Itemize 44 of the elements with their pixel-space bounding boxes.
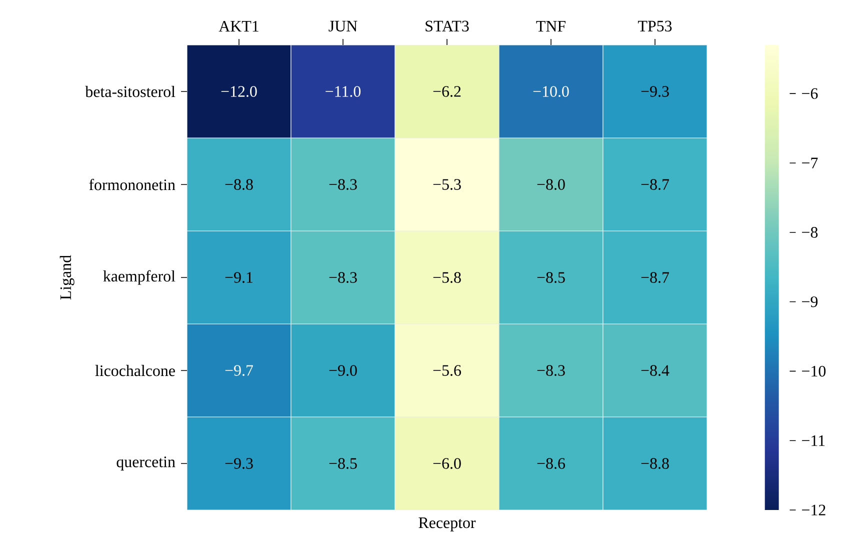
x-tick-label: STAT3 (426, 20, 469, 32)
color-bar-label: −9 (802, 296, 818, 308)
data-label: −9.0 (329, 365, 357, 376)
data-label: −11.0 (326, 86, 361, 97)
y-axis-title: Ligand (60, 255, 74, 300)
data-label: −8.8 (225, 179, 253, 190)
color-bar-label: −11 (802, 435, 825, 446)
y-tick-label: licochalcone (95, 364, 175, 376)
data-label: −6.0 (433, 458, 461, 469)
data-label: −8.7 (641, 272, 670, 283)
color-bar-label: −10 (802, 366, 826, 377)
data-label: −6.2 (433, 86, 461, 97)
data-label: −8.3 (537, 365, 565, 376)
color-bar-label: −8 (802, 227, 818, 238)
data-label: −5.6 (433, 365, 461, 376)
data-label: −8.3 (329, 272, 357, 283)
x-tick-label: AKT1 (218, 20, 258, 32)
y-tick-label: kaempferol (103, 270, 176, 285)
y-tick-label: quercetin (116, 456, 176, 470)
x-axis-title: Receptor (418, 518, 476, 532)
data-label: −8.7 (641, 179, 670, 190)
data-label: −8.8 (641, 458, 669, 469)
data-label: −10.0 (533, 86, 569, 97)
x-tick-label: TNF (536, 21, 566, 32)
data-label: −8.5 (329, 458, 357, 469)
data-label: −9.1 (225, 272, 253, 283)
data-label: −9.3 (641, 86, 669, 97)
color-bar-label: −6 (802, 88, 818, 99)
x-tick-label: JUN (328, 20, 358, 32)
x-tick-label: TP53 (638, 20, 672, 32)
data-label: −9.3 (225, 458, 253, 469)
data-label: −8.4 (641, 365, 670, 376)
data-label: −8.0 (537, 179, 565, 190)
data-label: −8.3 (329, 179, 357, 190)
y-tick-label: formononetin (89, 178, 176, 190)
color-bar-label: −7 (802, 158, 818, 168)
color-bar-label: −12 (802, 504, 826, 516)
data-label: −8.5 (537, 272, 565, 283)
data-label: −5.8 (433, 272, 461, 283)
data-label: −8.6 (537, 458, 565, 469)
y-tick-label: beta-sitosterol (85, 86, 176, 98)
data-label: −12.0 (221, 86, 257, 97)
data-label: −9.7 (225, 365, 254, 376)
data-label: −5.3 (433, 179, 461, 190)
